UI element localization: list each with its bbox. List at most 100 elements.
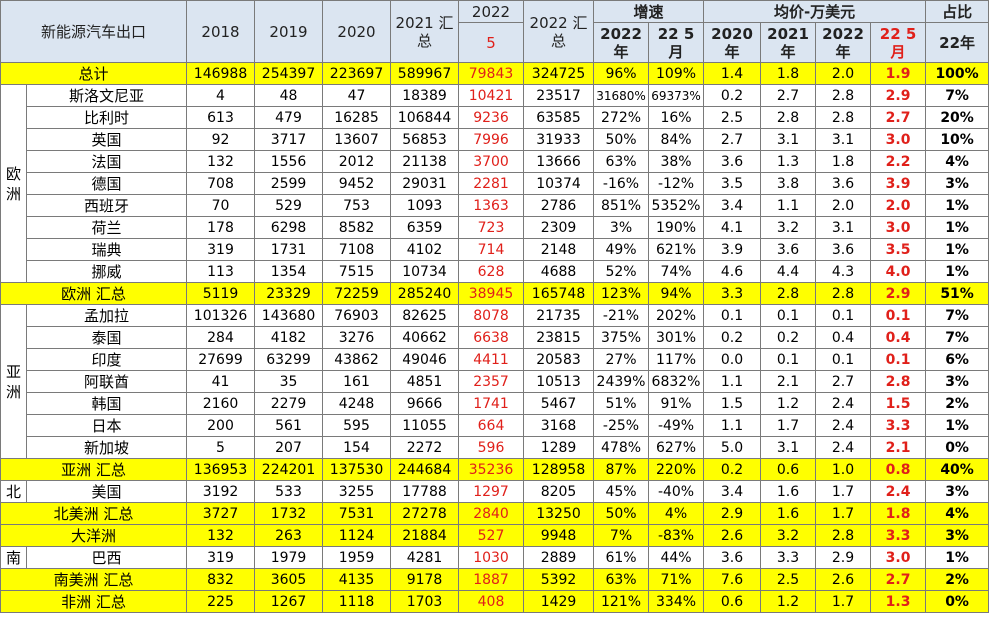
- cell-share-22: 1%: [925, 194, 990, 217]
- table-row: 泰国 284 4182 3276 40662 6638 23815 375% 301% 0.2 0.…: [1, 326, 990, 349]
- cell-avg-2021: 3.6: [760, 238, 817, 261]
- cell-2018: 70: [186, 194, 256, 217]
- cell-avg-may: 0.4: [870, 326, 927, 349]
- row-label: 新加坡: [25, 436, 188, 459]
- cell-growth-may: 220%: [648, 458, 705, 481]
- table-row: 西班牙 70 529 753 1093 1363 2786 851% 5352% 3.4 1.1 2.…: [1, 194, 990, 217]
- cell-avg-may: 1.8: [870, 502, 927, 525]
- cell-growth-may: 84%: [648, 128, 705, 151]
- header-2022-month-top: 2022: [458, 0, 525, 23]
- cell-growth-2022: 45%: [593, 480, 650, 503]
- cell-2019: 6298: [254, 216, 324, 239]
- row-label: 欧洲 汇总: [0, 282, 188, 305]
- cell-growth-may: 69373%: [648, 84, 705, 107]
- cell-2022-may: 3700: [458, 150, 525, 173]
- cell-2022-may: 723: [458, 216, 525, 239]
- cell-2022-may: 4411: [458, 348, 525, 371]
- cell-avg-2022: 1.7: [815, 502, 872, 525]
- cell-avg-may: 3.5: [870, 238, 927, 261]
- cell-2019: 254397: [254, 62, 324, 85]
- cell-growth-2022: 3%: [593, 216, 650, 239]
- table-row: 日本 200 561 595 11055 664 3168 -25% -49% 1.1 1.7 2.4…: [1, 414, 990, 437]
- header-avg-2021: 2021 年: [760, 22, 817, 63]
- cell-2020: 8582: [322, 216, 392, 239]
- header-2022-month-bottom: 5: [458, 22, 525, 63]
- cell-growth-may: 71%: [648, 568, 705, 591]
- cell-avg-may: 2.7: [870, 106, 927, 129]
- cell-growth-may: 94%: [648, 282, 705, 305]
- cell-2018: 319: [186, 238, 256, 261]
- table-row: 挪威 113 1354 7515 10734 628 4688 52% 74% 4.6 4.4 4.3…: [1, 260, 990, 283]
- cell-avg-may: 0.1: [870, 304, 927, 327]
- cell-2022-may: 2281: [458, 172, 525, 195]
- cell-avg-2020: 2.6: [703, 524, 762, 547]
- region-label: 北: [0, 480, 27, 503]
- table-row: 德国 708 2599 9452 29031 2281 10374 -16% -12% 3.5 3.…: [1, 172, 990, 195]
- cell-2020: 7531: [322, 502, 392, 525]
- cell-share-22: 0%: [925, 436, 990, 459]
- region-label: 南: [0, 546, 27, 569]
- cell-2021-total: 4102: [390, 238, 460, 261]
- cell-avg-2020: 2.5: [703, 106, 762, 129]
- cell-avg-2022: 2.8: [815, 106, 872, 129]
- cell-2022-may: 1030: [458, 546, 525, 569]
- cell-2020: 16285: [322, 106, 392, 129]
- cell-2021-total: 56853: [390, 128, 460, 151]
- cell-share-22: 7%: [925, 326, 990, 349]
- cell-2019: 2599: [254, 172, 324, 195]
- cell-2022-may: 79843: [458, 62, 525, 85]
- header-2018: 2018: [186, 0, 256, 63]
- cell-avg-2021: 2.8: [760, 106, 817, 129]
- cell-growth-2022: 63%: [593, 568, 650, 591]
- cell-avg-2021: 0.1: [760, 304, 817, 327]
- cell-2021-total: 4281: [390, 546, 460, 569]
- cell-avg-may: 0.8: [870, 458, 927, 481]
- cell-avg-2021: 1.8: [760, 62, 817, 85]
- cell-avg-2022: 2.4: [815, 392, 872, 415]
- cell-avg-may: 4.0: [870, 260, 927, 283]
- table-row: 阿联酋 41 35 161 4851 2357 10513 2439% 6832% 1.1 2.1 2…: [1, 370, 990, 393]
- cell-2018: 136953: [186, 458, 256, 481]
- cell-2022-total: 128958: [523, 458, 595, 481]
- cell-2018: 319: [186, 546, 256, 569]
- cell-2019: 207: [254, 436, 324, 459]
- cell-2018: 101326: [186, 304, 256, 327]
- cell-2018: 132: [186, 150, 256, 173]
- cell-2020: 7515: [322, 260, 392, 283]
- cell-2018: 27699: [186, 348, 256, 371]
- row-label: 巴西: [25, 546, 188, 569]
- cell-avg-2022: 2.8: [815, 84, 872, 107]
- cell-avg-2022: 1.8: [815, 150, 872, 173]
- cell-share-22: 100%: [925, 62, 990, 85]
- cell-2022-total: 20583: [523, 348, 595, 371]
- cell-avg-2020: 3.6: [703, 546, 762, 569]
- cell-2022-may: 2840: [458, 502, 525, 525]
- cell-growth-may: 44%: [648, 546, 705, 569]
- cell-2020: 7108: [322, 238, 392, 261]
- cell-avg-2021: 1.6: [760, 502, 817, 525]
- cell-avg-may: 2.4: [870, 480, 927, 503]
- row-label: 日本: [25, 414, 188, 437]
- cell-2020: 753: [322, 194, 392, 217]
- cell-avg-may: 0.1: [870, 348, 927, 371]
- cell-avg-2022: 1.7: [815, 590, 872, 613]
- cell-2021-total: 27278: [390, 502, 460, 525]
- cell-2019: 1267: [254, 590, 324, 613]
- table-row: 韩国 2160 2279 4248 9666 1741 5467 51% 91% 1.5 1.2 2.…: [1, 392, 990, 415]
- cell-2021-total: 6359: [390, 216, 460, 239]
- row-label: 荷兰: [25, 216, 188, 239]
- cell-avg-2021: 3.1: [760, 436, 817, 459]
- header-growth: 增速: [593, 0, 705, 23]
- cell-2018: 3192: [186, 480, 256, 503]
- cell-avg-2022: 3.1: [815, 216, 872, 239]
- cell-2022-may: 664: [458, 414, 525, 437]
- cell-2021-total: 49046: [390, 348, 460, 371]
- row-label: 南美洲 汇总: [0, 568, 188, 591]
- cell-2018: 146988: [186, 62, 256, 85]
- cell-2021-total: 9178: [390, 568, 460, 591]
- cell-avg-2020: 2.7: [703, 128, 762, 151]
- cell-2021-total: 4851: [390, 370, 460, 393]
- cell-avg-2020: 3.5: [703, 172, 762, 195]
- row-label: 大洋洲: [0, 524, 188, 547]
- cell-2018: 178: [186, 216, 256, 239]
